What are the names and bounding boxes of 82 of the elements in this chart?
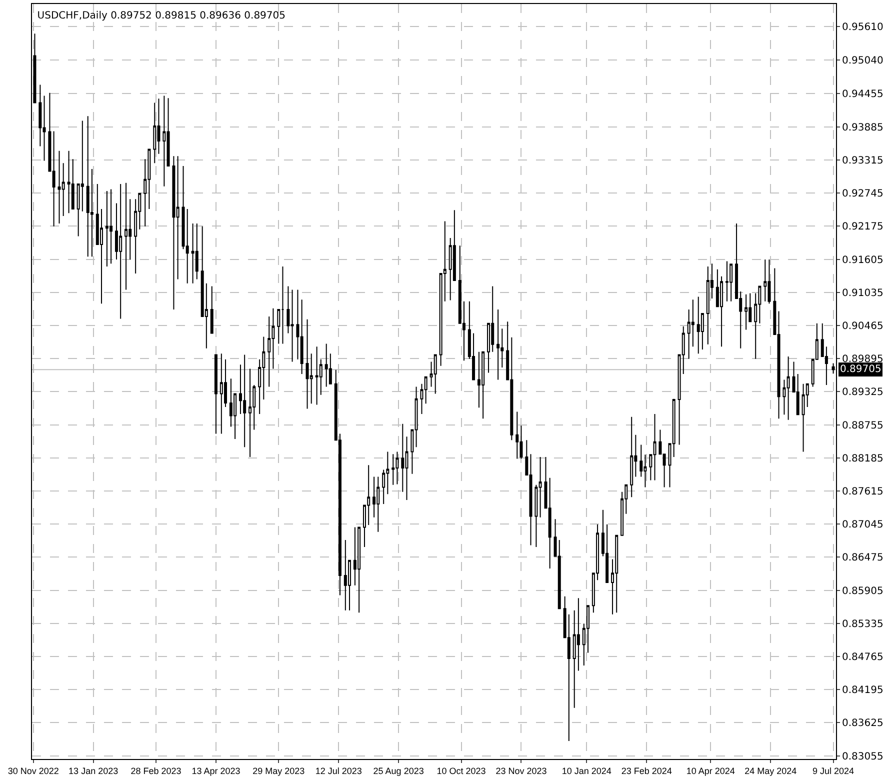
candlestick <box>706 266 710 345</box>
y-tick-label: 0.92745 <box>842 188 884 200</box>
candlestick <box>392 454 395 486</box>
y-tick-label: 0.88185 <box>842 453 884 464</box>
candlestick <box>696 296 700 354</box>
candlestick <box>119 184 122 320</box>
x-tick-label: 13 Apr 2023 <box>192 766 240 776</box>
candlestick <box>86 116 90 258</box>
y-tick-label: 0.91035 <box>842 288 884 299</box>
candlestick <box>220 353 223 434</box>
y-tick-label: 0.95610 <box>842 22 884 34</box>
candlestick <box>214 354 218 434</box>
x-tick-label: 28 Feb 2023 <box>130 766 182 776</box>
y-tick-label: 0.90465 <box>842 320 884 332</box>
x-tick-label: 13 Jan 2023 <box>68 766 118 776</box>
x-tick-label: 24 May 2024 <box>744 766 797 776</box>
candlestick <box>802 383 805 452</box>
candlestick <box>306 318 309 410</box>
candlestick <box>195 223 198 280</box>
candlestick <box>376 476 380 532</box>
candlestick <box>281 266 284 344</box>
candlestick <box>124 182 128 290</box>
candlestick <box>768 259 771 304</box>
candlestick <box>434 354 437 394</box>
x-tick-label: 30 Nov 2022 <box>8 766 59 776</box>
y-tick-label: 0.93885 <box>842 122 884 134</box>
candlestick <box>725 260 728 302</box>
y-tick-label: 0.94455 <box>842 89 884 100</box>
candlestick <box>344 540 347 611</box>
candlestick <box>786 356 790 420</box>
candlestick <box>396 451 399 485</box>
y-tick-label: 0.91605 <box>842 254 884 266</box>
candlestick <box>730 264 733 302</box>
candlestick <box>153 102 156 164</box>
candlestick <box>358 526 361 614</box>
y-tick-label: 0.84195 <box>842 685 884 696</box>
x-tick-label: 23 Nov 2023 <box>496 766 547 776</box>
candlestick <box>630 416 634 498</box>
y-tick-label: 0.88755 <box>842 420 884 432</box>
text: USDCHF,Daily 0.89752 0.89815 0.89636 0.89705 <box>37 10 286 22</box>
candlestick <box>496 308 500 380</box>
y-tick-label: 0.93315 <box>842 155 884 166</box>
x-tick-label: 9 Jul 2024 <box>812 766 854 776</box>
y-tick-label: 0.84765 <box>842 652 884 663</box>
x-tick-label: 29 May 2023 <box>252 766 305 776</box>
candlestick <box>615 534 618 614</box>
x-tick-label: 10 Oct 2023 <box>436 766 486 776</box>
y-tick-label: 0.89325 <box>842 387 884 398</box>
y-tick-label: 0.87045 <box>842 520 884 531</box>
y-tick-label: 0.85335 <box>842 618 884 630</box>
candlestick <box>191 223 194 284</box>
y-tick-label: 0.92175 <box>842 222 884 233</box>
candlestick <box>58 150 61 224</box>
candlestick <box>243 354 246 448</box>
x-tick-label: 25 Aug 2023 <box>373 766 424 776</box>
ref-line-label: 0.89705 <box>840 364 882 375</box>
x-tick-label: 23 Feb 2024 <box>621 766 672 776</box>
y-tick-label: 0.83625 <box>842 718 884 730</box>
candlestick <box>110 188 113 264</box>
y-tick-label: 0.87615 <box>842 486 884 498</box>
candlestick <box>290 289 294 362</box>
candlestick <box>248 368 252 458</box>
x-tick-label: 12 Jul 2023 <box>315 766 362 776</box>
candlestick <box>516 411 519 460</box>
y-tick-label: 0.86475 <box>842 552 884 564</box>
candlestick <box>482 351 485 420</box>
candlestick <box>67 150 70 214</box>
candlestick <box>162 95 166 187</box>
candlestick <box>105 190 108 268</box>
candlestick <box>172 156 176 310</box>
y-tick-label: 0.89895 <box>842 354 884 366</box>
y-tick-label: 0.85905 <box>842 586 884 597</box>
x-tick-label: 10 Jan 2024 <box>562 766 612 776</box>
candlestick <box>764 259 767 302</box>
candlestick <box>653 414 656 481</box>
candlestick <box>324 343 328 388</box>
y-tick-label: 0.95040 <box>842 55 884 66</box>
y-tick-label: 0.83055 <box>842 751 884 762</box>
candlestick <box>315 346 318 406</box>
candlestick <box>744 294 748 330</box>
x-tick-label: 10 Apr 2024 <box>686 766 735 776</box>
candlestick <box>210 286 214 334</box>
